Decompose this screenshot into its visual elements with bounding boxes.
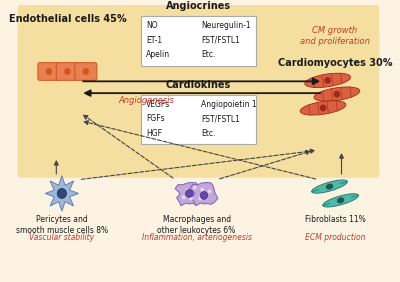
Circle shape [198,197,202,200]
Ellipse shape [320,104,326,111]
Ellipse shape [326,184,333,190]
Text: Apelin: Apelin [146,50,170,59]
Circle shape [182,195,186,199]
Ellipse shape [57,189,66,199]
Ellipse shape [323,194,358,207]
Text: Cardiomyocytes 30%: Cardiomyocytes 30% [278,58,392,68]
Circle shape [200,188,204,191]
Text: Angiogenesis: Angiogenesis [118,96,174,105]
Text: Etc.: Etc. [201,50,216,59]
Text: Cardiokines: Cardiokines [166,80,231,90]
Ellipse shape [334,91,340,98]
Text: VEGFs: VEGFs [146,100,170,109]
Text: Endothelial cells 45%: Endothelial cells 45% [8,14,126,25]
FancyBboxPatch shape [38,63,60,80]
Text: CM growth
and proliferation: CM growth and proliferation [300,26,370,46]
Text: Macrophages and
other leukocytes 6%: Macrophages and other leukocytes 6% [158,215,236,235]
Text: Angiopoietin 1: Angiopoietin 1 [201,100,257,109]
Text: Pericytes and
smooth muscle cells 8%: Pericytes and smooth muscle cells 8% [16,215,108,235]
Circle shape [193,186,197,190]
Text: FGFs: FGFs [146,114,164,124]
FancyBboxPatch shape [56,63,78,80]
Circle shape [204,195,208,199]
Ellipse shape [83,68,89,75]
Circle shape [186,189,189,193]
Bar [141,16,256,66]
Circle shape [189,197,193,200]
Ellipse shape [305,73,350,87]
Ellipse shape [200,191,208,199]
Text: Neuregulin-1: Neuregulin-1 [201,21,251,30]
Text: FST/FSTL1: FST/FSTL1 [201,36,240,45]
Text: NO: NO [146,21,158,30]
Ellipse shape [186,190,193,197]
FancyBboxPatch shape [18,5,379,178]
Polygon shape [175,182,203,206]
Ellipse shape [324,77,331,84]
FancyBboxPatch shape [75,63,97,80]
Ellipse shape [314,87,360,101]
Circle shape [208,190,211,193]
Text: Vascular stability: Vascular stability [29,233,94,242]
Text: ET-1: ET-1 [146,36,162,45]
Text: Angiocrines: Angiocrines [166,1,231,12]
Text: HGF: HGF [146,129,162,138]
Text: ECM production: ECM production [305,233,365,242]
Text: FST/FSTL1: FST/FSTL1 [201,114,240,124]
Polygon shape [190,182,218,206]
Bar [141,95,256,144]
Ellipse shape [300,101,346,115]
Polygon shape [45,176,78,211]
Text: Inflammation, arteriogenesis: Inflammation, arteriogenesis [142,233,252,242]
Ellipse shape [337,197,344,203]
Ellipse shape [46,68,52,75]
Text: Etc.: Etc. [201,129,216,138]
Text: Fibroblasts 11%: Fibroblasts 11% [305,215,366,224]
Ellipse shape [312,180,347,193]
Ellipse shape [64,68,71,75]
